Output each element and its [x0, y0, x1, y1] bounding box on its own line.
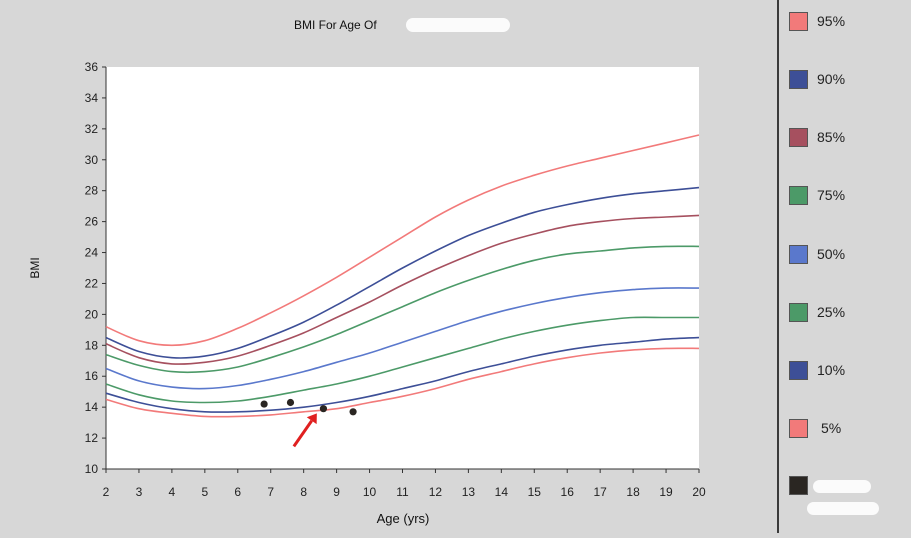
x-tick-label: 13 [462, 485, 476, 499]
legend-label-25: 25% [817, 304, 846, 320]
legend-swatch-85 [789, 128, 808, 147]
patient-data-point [260, 400, 268, 408]
x-tick-label: 5 [201, 485, 208, 499]
legend-item-25: 25% [789, 301, 909, 325]
x-tick-label: 4 [169, 485, 176, 499]
patient-data-point [286, 398, 295, 407]
y-tick-label: 16 [85, 369, 99, 383]
x-tick-label: 19 [659, 485, 673, 499]
bmi-chart: BMI For Age Of BMI Age (yrs) 10 12 14 16 18 2… [28, 18, 706, 526]
y-tick-label: 22 [85, 276, 99, 290]
legend-item-50: 50% [789, 243, 909, 267]
series-line-10pct [105, 336, 700, 413]
x-axis-label: Age (yrs) [377, 511, 430, 526]
y-tick-label: 12 [85, 431, 99, 445]
x-tick-label: 9 [333, 485, 340, 499]
y-tick-label: 28 [85, 184, 99, 198]
y-tick-label: 18 [85, 338, 99, 352]
annotation-arrow-head [306, 413, 317, 425]
y-axis-label: BMI [28, 257, 42, 278]
y-tick-label: 32 [85, 122, 99, 136]
x-tick-label: 7 [267, 485, 274, 499]
x-tick-label: 10 [363, 485, 377, 499]
legend-item-75: 75% [789, 184, 909, 208]
chart-area: BMI For Age Of BMI Age (yrs) 10 12 14 16 18 2… [28, 18, 706, 526]
x-tick-label: 18 [626, 485, 640, 499]
legend-swatch-75 [789, 186, 808, 205]
x-tick-label: 11 [396, 485, 409, 499]
legend: 95% 90% 85% 75% 50% 25% 10% 5% [779, 0, 911, 533]
y-tick-label: 14 [85, 400, 99, 414]
legend-swatch-25 [789, 303, 808, 322]
legend-label-85: 85% [817, 129, 846, 145]
legend-item-10: 10% [789, 359, 909, 383]
x-tick-label: 12 [429, 485, 443, 499]
legend-item-patient [789, 474, 909, 498]
x-tick-label: 8 [300, 485, 307, 499]
series-line-95pct [105, 134, 700, 347]
legend-item-5: 5% [789, 417, 909, 441]
x-tick-label: 6 [234, 485, 241, 499]
y-tick-label: 34 [85, 91, 99, 105]
x-tick-label: 16 [561, 485, 575, 499]
series-line-5pct [105, 347, 700, 418]
chart-title: BMI For Age Of [294, 18, 377, 32]
y-tick-label: 10 [85, 462, 99, 476]
redacted-name-title [406, 18, 510, 32]
legend-label-90: 90% [817, 71, 846, 87]
legend-swatch-90 [789, 70, 808, 89]
x-tick-label: 2 [103, 485, 110, 499]
legend-swatch-95 [789, 12, 808, 31]
legend-item-95: 95% [789, 10, 909, 34]
annotation-arrow-shaft [292, 419, 313, 448]
legend-swatch-10 [789, 361, 808, 380]
series-line-50pct [105, 287, 700, 390]
legend-label-75: 75% [817, 187, 846, 203]
legend-label-50: 50% [817, 246, 846, 262]
patient-data-point [319, 405, 328, 413]
redacted-patient-name-2 [807, 502, 879, 515]
series-line-85pct [105, 214, 700, 365]
x-tick-label: 3 [136, 485, 143, 499]
legend-label-5: 5% [821, 420, 842, 436]
legend-divider [777, 0, 779, 533]
series-line-90pct [105, 186, 700, 359]
legend-swatch-patient [789, 476, 808, 495]
legend-swatch-50 [789, 245, 808, 264]
x-tick-label: 15 [528, 485, 542, 499]
y-tick-label: 26 [85, 215, 99, 229]
y-tick-label: 20 [85, 307, 99, 321]
legend-item-90: 90% [789, 68, 909, 92]
legend-swatch-5 [789, 419, 808, 438]
x-tick-label: 20 [692, 485, 706, 499]
legend-label-10: 10% [817, 362, 846, 378]
y-tick-label: 24 [85, 246, 99, 260]
y-tick-label: 36 [85, 60, 99, 74]
redacted-patient-name-1 [813, 480, 871, 493]
patient-data-point [349, 408, 357, 416]
series-line-75pct [105, 245, 700, 374]
y-tick-label: 30 [85, 153, 99, 167]
x-tick-label: 14 [495, 485, 509, 499]
legend-label-95: 95% [817, 13, 846, 29]
x-tick-label: 17 [593, 485, 607, 499]
series-line-25pct [105, 316, 699, 404]
legend-item-85: 85% [789, 126, 909, 150]
